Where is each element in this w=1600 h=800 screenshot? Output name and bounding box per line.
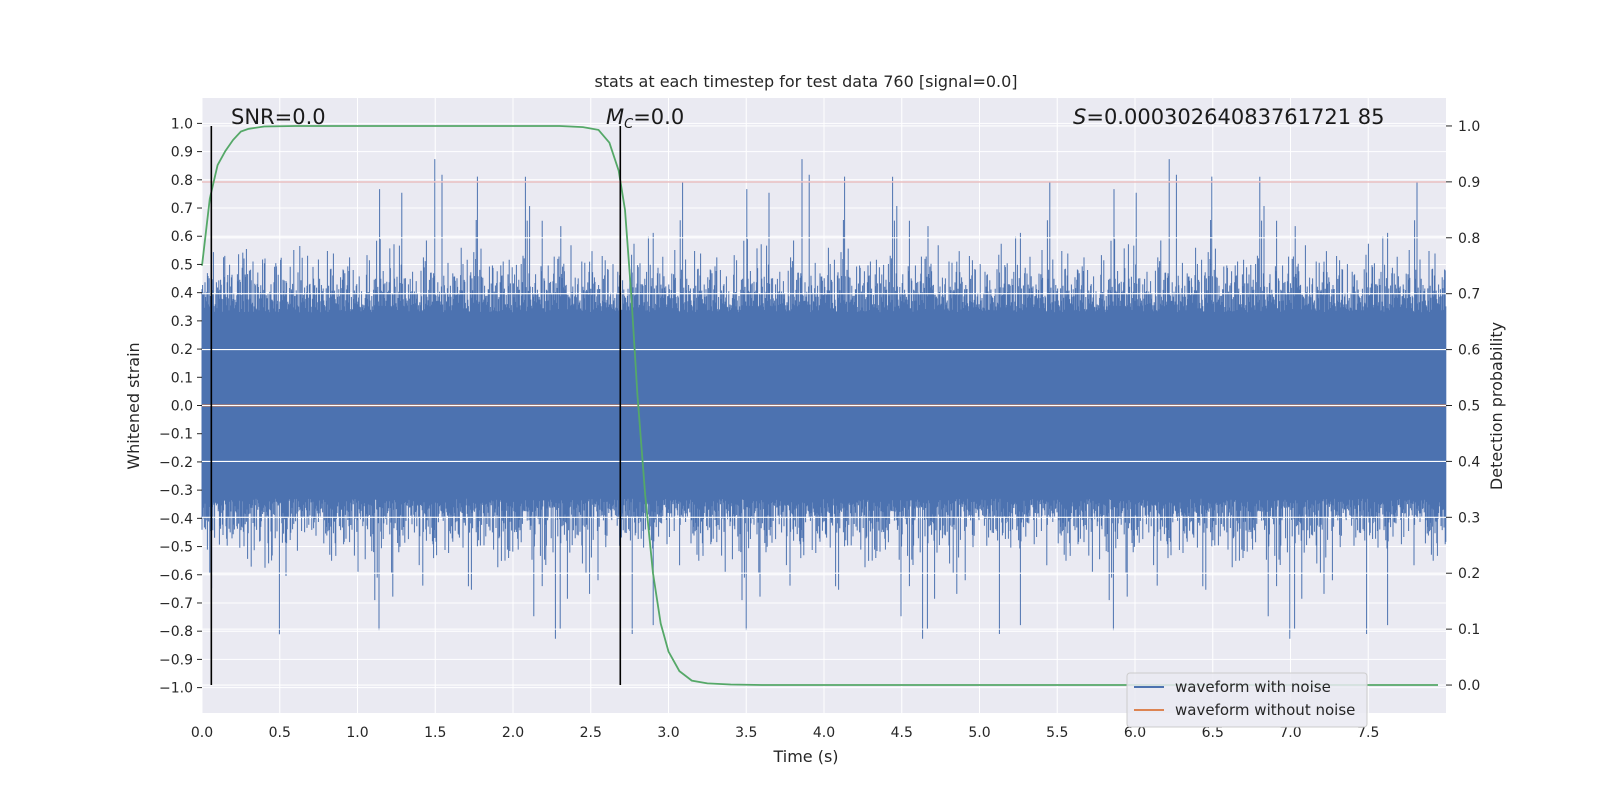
detection-probability-line — [201, 125, 1438, 686]
y-tick-label: 0.8 — [171, 173, 193, 189]
y-tick-label: 1.0 — [171, 116, 193, 132]
y-axis-ticks: −1.0 −0.9 −0.8 −0.7 −0.6 −0.5 −0.4 −0.3 −0.2 −0.1… — [159, 116, 202, 697]
y2-tick-label: 0.3 — [1458, 510, 1480, 526]
x-tick-label: 3.5 — [735, 725, 757, 741]
y-tick-label: −0.7 — [159, 596, 193, 612]
x-tick-label: 5.0 — [968, 725, 990, 741]
chirp-mass-value: =0.0 — [633, 105, 684, 129]
y-tick-label: −0.6 — [159, 568, 193, 584]
legend: waveform with noise waveform without noi… — [1126, 672, 1368, 728]
y2-tick-label: 0.4 — [1458, 454, 1480, 470]
x-tick-label: 4.0 — [813, 725, 835, 741]
y2-tick-label: 1.0 — [1458, 119, 1480, 135]
y-tick-label: 0.4 — [171, 286, 193, 302]
y2-tick-label: 0.6 — [1458, 343, 1480, 359]
y-tick-label: −0.1 — [159, 427, 193, 443]
chirp-mass-annotation: MC=0.0 — [606, 105, 684, 132]
x-tick-label: 3.0 — [657, 725, 679, 741]
legend-label-clean: waveform without noise — [1175, 701, 1355, 719]
x-tick-label: 0.0 — [191, 725, 213, 741]
y-tick-label: 0.2 — [171, 342, 193, 358]
y-tick-label: 0.5 — [171, 257, 193, 273]
y-tick-label: −0.5 — [159, 540, 193, 556]
chart-title: stats at each timestep for test data 760… — [594, 72, 1017, 91]
y2-tick-label: 0.1 — [1458, 622, 1480, 638]
x-tick-label: 1.5 — [424, 725, 446, 741]
x-axis-ticks: 0.0 0.5 1.0 1.5 2.0 2.5 3.0 3.5 4.0 4.5 5.0 5.5 6.0 6… — [191, 725, 1380, 741]
x-axis-label: Time (s) — [772, 747, 838, 766]
y2-axis-label: Detection probability — [1487, 322, 1506, 490]
y-tick-label: −0.3 — [159, 483, 193, 499]
y2-axis-ticks: 0.0 0.1 0.2 0.3 0.4 0.5 0.6 0.7 0.8 0.9 1.0 — [1446, 119, 1480, 694]
x-tick-label: 2.5 — [580, 725, 602, 741]
x-tick-label: 7.0 — [1279, 725, 1301, 741]
legend-box — [1126, 672, 1368, 728]
x-tick-label: 2.0 — [502, 725, 524, 741]
vertical-markers — [210, 125, 622, 686]
x-tick-label: 1.0 — [346, 725, 368, 741]
x-tick-label: 5.5 — [1046, 725, 1068, 741]
y-tick-label: 0.7 — [171, 201, 193, 217]
y2-tick-label: 0.8 — [1458, 231, 1480, 247]
y2-tick-label: 0.5 — [1458, 399, 1480, 415]
y2-tick-label: 0.0 — [1458, 678, 1480, 694]
y2-tick-label: 0.7 — [1458, 287, 1480, 303]
y-tick-label: 0.9 — [171, 145, 193, 161]
score-annotation: S=0.00030264083761721 85 — [1073, 105, 1385, 129]
x-tick-label: 0.5 — [269, 725, 291, 741]
y-tick-label: −0.4 — [159, 511, 193, 527]
legend-label-noise: waveform with noise — [1175, 678, 1331, 696]
y-tick-label: 0.0 — [171, 399, 193, 415]
x-tick-label: 6.0 — [1124, 725, 1146, 741]
score-symbol: S — [1073, 105, 1086, 129]
chirp-mass-subscript: C — [624, 117, 634, 132]
y-tick-label: −0.2 — [159, 455, 193, 471]
noise-spikes — [201, 159, 1447, 639]
x-tick-label: 4.5 — [891, 725, 913, 741]
y2-tick-label: 0.9 — [1458, 175, 1480, 191]
y-axis-label: Whitened strain — [124, 342, 143, 469]
snr-annotation: SNR=0.0 — [231, 105, 326, 129]
y-tick-label: −1.0 — [159, 681, 193, 697]
y-tick-label: 0.1 — [171, 370, 193, 386]
score-value: =0.00030264083761721 85 — [1086, 105, 1384, 129]
y2-tick-label: 0.2 — [1458, 566, 1480, 582]
x-tick-label: 7.5 — [1357, 725, 1379, 741]
y-tick-label: −0.8 — [159, 624, 193, 640]
y-tick-label: −0.9 — [159, 652, 193, 668]
y-tick-label: 0.6 — [171, 229, 193, 245]
y-tick-label: 0.3 — [171, 314, 193, 330]
x-tick-label: 6.5 — [1202, 725, 1224, 741]
chirp-mass-symbol: M — [606, 105, 624, 129]
